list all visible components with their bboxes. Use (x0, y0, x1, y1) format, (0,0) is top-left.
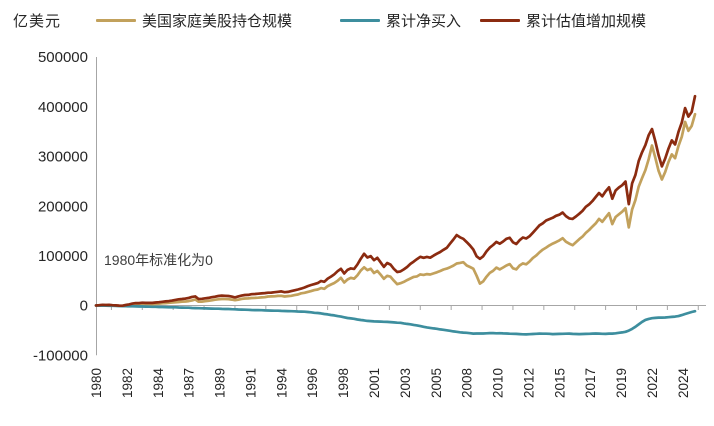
series-line-2 (94, 94, 697, 308)
series-line-1 (94, 304, 697, 336)
x-tick-label: 1994 (274, 367, 289, 398)
x-tick-label: 1998 (336, 368, 351, 398)
y-tick-label: 500000 (38, 49, 88, 66)
x-tick-label: 1991 (243, 368, 258, 398)
y-tick-label: 200000 (38, 198, 88, 215)
x-tick-label: 2019 (614, 368, 629, 398)
x-tick-label: 1982 (120, 368, 135, 398)
x-tick-label: 2001 (367, 368, 382, 398)
series-line-0 (94, 112, 697, 308)
x-tick-label: 1987 (182, 368, 197, 398)
x-tick-label: 2010 (491, 368, 506, 398)
legend-item-holdings: 美国家庭美股持仓规模 (96, 10, 292, 30)
x-tick-label: 2003 (398, 368, 413, 398)
legend-item-net-buys: 累计净买入 (340, 10, 461, 30)
x-tick-label: 1980 (89, 368, 104, 398)
y-tick-label: 0 (80, 298, 88, 315)
x-tick-label: 2012 (521, 368, 536, 398)
y-tick-label: 300000 (38, 149, 88, 166)
legend-item-valuation-gain: 累计估值增加规模 (480, 10, 646, 30)
y-tick-label: 400000 (38, 99, 88, 116)
baseline-annotation: 1980年标准化为0 (104, 252, 213, 268)
legend-line-swatch-valuation-gain (480, 18, 520, 22)
legend-label-holdings: 美国家庭美股持仓规模 (142, 12, 293, 30)
x-tick-label: 2015 (552, 368, 567, 398)
y-tick-label: -100000 (33, 347, 88, 364)
legend-line-swatch-holdings (96, 18, 136, 22)
x-tick-label: 2017 (583, 368, 598, 398)
legend-label-valuation-gain: 累计估值增加规模 (526, 12, 647, 30)
legend-label-net-buys: 累计净买入 (386, 12, 462, 30)
x-tick-label: 1984 (151, 367, 166, 398)
legend-line-swatch-net-buys (340, 18, 380, 22)
x-tick-label: 2008 (460, 368, 475, 398)
y-axis-unit-label: 亿美元 (13, 13, 62, 30)
y-tick-label: 100000 (38, 248, 88, 265)
x-tick-label: 2024 (676, 367, 691, 398)
x-tick-label: 2005 (429, 368, 444, 398)
x-tick-label: 1996 (305, 368, 320, 398)
x-tick-label: 2022 (645, 368, 660, 398)
x-tick-label: 1989 (213, 368, 228, 398)
